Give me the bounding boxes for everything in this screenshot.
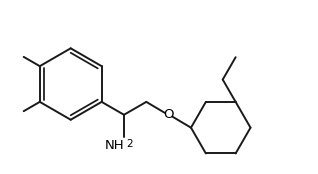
Text: 2: 2	[126, 139, 133, 149]
Text: O: O	[163, 108, 174, 121]
Text: NH: NH	[104, 139, 124, 152]
